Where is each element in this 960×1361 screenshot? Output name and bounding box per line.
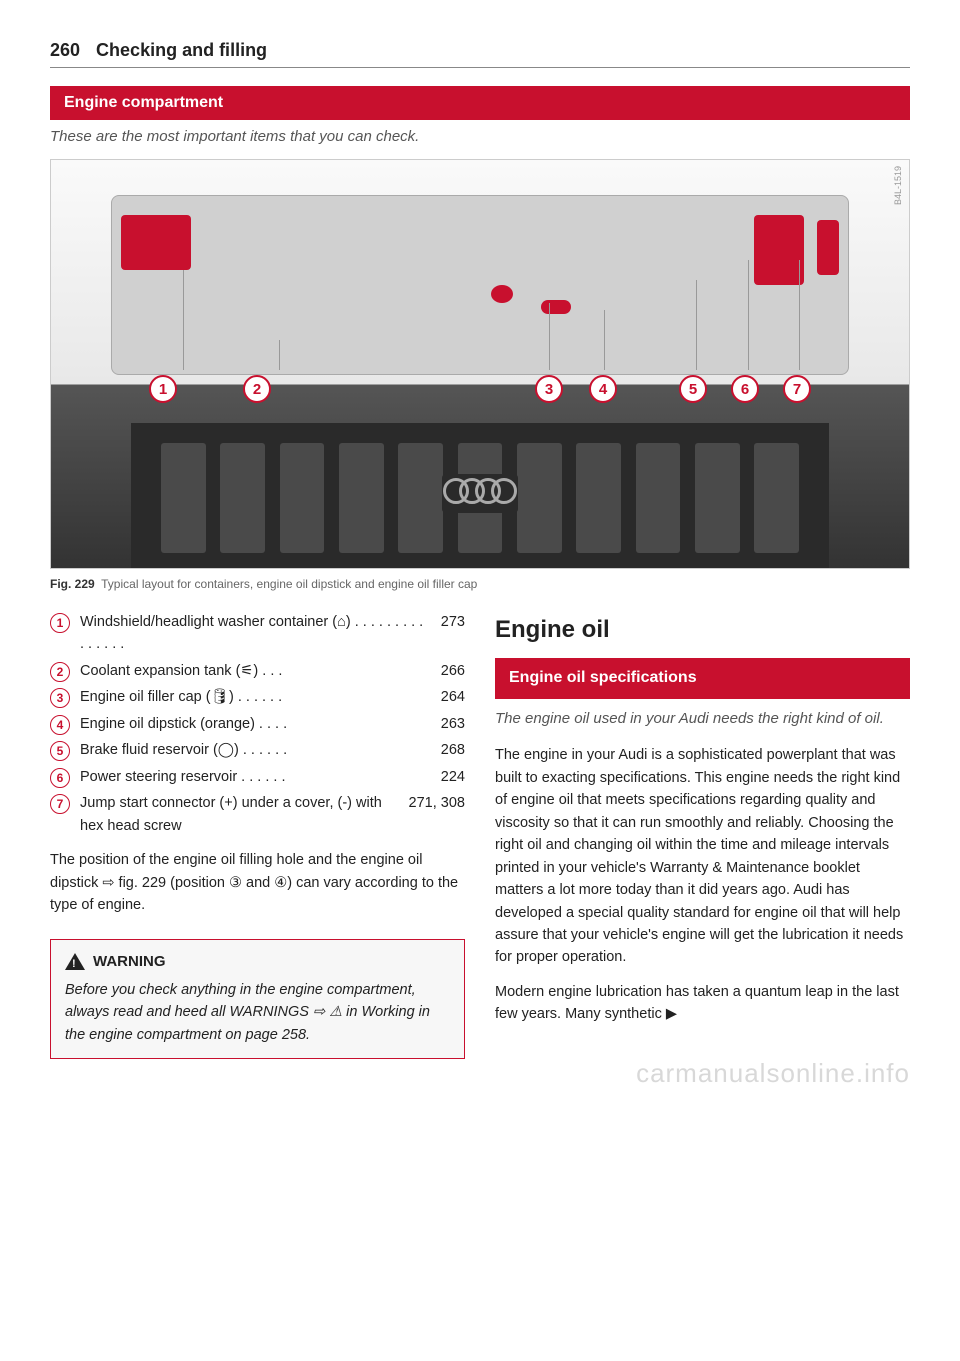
- item-page: 263: [441, 713, 465, 735]
- engine-oil-para1: The engine in your Audi is a sophisticat…: [495, 744, 910, 969]
- callout-3: 3: [535, 375, 563, 403]
- warning-heading-text: WARNING: [93, 950, 166, 973]
- list-item: 3 Engine oil filler cap (🛢) . . . . . . …: [50, 686, 465, 708]
- callout-1: 1: [149, 375, 177, 403]
- item-page: 271, 308: [409, 792, 465, 814]
- callout-row: 1 2 3 4 5 6 7: [51, 375, 909, 403]
- item-number-circle: 1: [50, 613, 70, 633]
- callout-7: 7: [783, 375, 811, 403]
- page-title: Checking and filling: [96, 40, 267, 61]
- engine-bay-illustration: [111, 195, 849, 375]
- item-number-circle: 3: [50, 688, 70, 708]
- section-subtitle: These are the most important items that …: [50, 128, 910, 145]
- item-number-circle: 5: [50, 741, 70, 761]
- item-label: Power steering reservoir . . . . . .: [80, 766, 431, 788]
- item-number-circle: 6: [50, 768, 70, 788]
- callout-5: 5: [679, 375, 707, 403]
- item-label: Jump start connector (+) under a cover, …: [80, 792, 399, 837]
- item-number-circle: 2: [50, 662, 70, 682]
- item-number-circle: 7: [50, 794, 70, 814]
- list-item: 2 Coolant expansion tank (⚟) . . . 266: [50, 660, 465, 682]
- page-header: 260 Checking and filling: [50, 40, 910, 68]
- list-item: 7 Jump start connector (+) under a cover…: [50, 792, 465, 837]
- watermark: carmanualsonline.info: [636, 1058, 910, 1089]
- item-number-circle: 4: [50, 715, 70, 735]
- item-label: Windshield/headlight washer container (⌂…: [80, 611, 431, 656]
- list-item: 6 Power steering reservoir . . . . . . 2…: [50, 766, 465, 788]
- item-page: 266: [441, 660, 465, 682]
- list-item: 4 Engine oil dipstick (orange) . . . . 2…: [50, 713, 465, 735]
- engine-oil-heading: Engine oil: [495, 611, 910, 648]
- item-label: Brake fluid reservoir (◯) . . . . . .: [80, 739, 431, 761]
- audi-logo-icon: [442, 474, 518, 513]
- section-banner-engine-compartment: Engine compartment: [50, 86, 910, 120]
- warning-body: Before you check anything in the engine …: [65, 979, 450, 1046]
- left-column: 1 Windshield/headlight washer container …: [50, 611, 465, 1059]
- connector-shape: [817, 220, 839, 275]
- engine-diagram-figure: B4L-1519 1 2 3 4 5 6 7: [50, 159, 910, 569]
- dipstick-shape: [541, 300, 571, 314]
- item-page: 264: [441, 686, 465, 708]
- warning-box: WARNING Before you check anything in the…: [50, 939, 465, 1060]
- reservoir-shape: [754, 215, 804, 285]
- item-page: 224: [441, 766, 465, 788]
- item-page: 273: [441, 611, 465, 633]
- item-label: Engine oil filler cap (🛢) . . . . . .: [80, 686, 431, 708]
- engine-oil-para2: Modern engine lubrication has taken a qu…: [495, 981, 910, 1026]
- leader-line: [183, 270, 184, 370]
- callout-4: 4: [589, 375, 617, 403]
- leader-line: [696, 280, 697, 370]
- item-page: 268: [441, 739, 465, 761]
- figure-caption-text: Typical layout for containers, engine oi…: [101, 577, 477, 591]
- leader-line: [604, 310, 605, 370]
- oil-cap-shape: [491, 285, 513, 303]
- engine-oil-subtitle: The engine oil used in your Audi needs t…: [495, 707, 910, 730]
- page-number: 260: [50, 40, 80, 61]
- left-paragraph: The position of the engine oil filling h…: [50, 849, 465, 916]
- figure-reference-code: B4L-1519: [893, 166, 903, 205]
- leader-line: [748, 260, 749, 370]
- warning-header: WARNING: [65, 950, 450, 973]
- leader-line: [549, 303, 550, 370]
- leader-line: [799, 260, 800, 370]
- figure-caption: Fig. 229 Typical layout for containers, …: [50, 569, 910, 611]
- callout-6: 6: [731, 375, 759, 403]
- leader-line: [279, 340, 280, 370]
- item-label: Coolant expansion tank (⚟) . . .: [80, 660, 431, 682]
- section-banner-engine-oil-spec: Engine oil specifications: [495, 658, 910, 699]
- callout-2: 2: [243, 375, 271, 403]
- right-column: Engine oil Engine oil specifications The…: [495, 611, 910, 1059]
- figure-caption-label: Fig. 229: [50, 577, 95, 591]
- list-item: 5 Brake fluid reservoir (◯) . . . . . . …: [50, 739, 465, 761]
- warning-triangle-icon: [65, 953, 85, 970]
- item-label: Engine oil dipstick (orange) . . . .: [80, 713, 431, 735]
- washer-container-shape: [121, 215, 191, 270]
- list-item: 1 Windshield/headlight washer container …: [50, 611, 465, 656]
